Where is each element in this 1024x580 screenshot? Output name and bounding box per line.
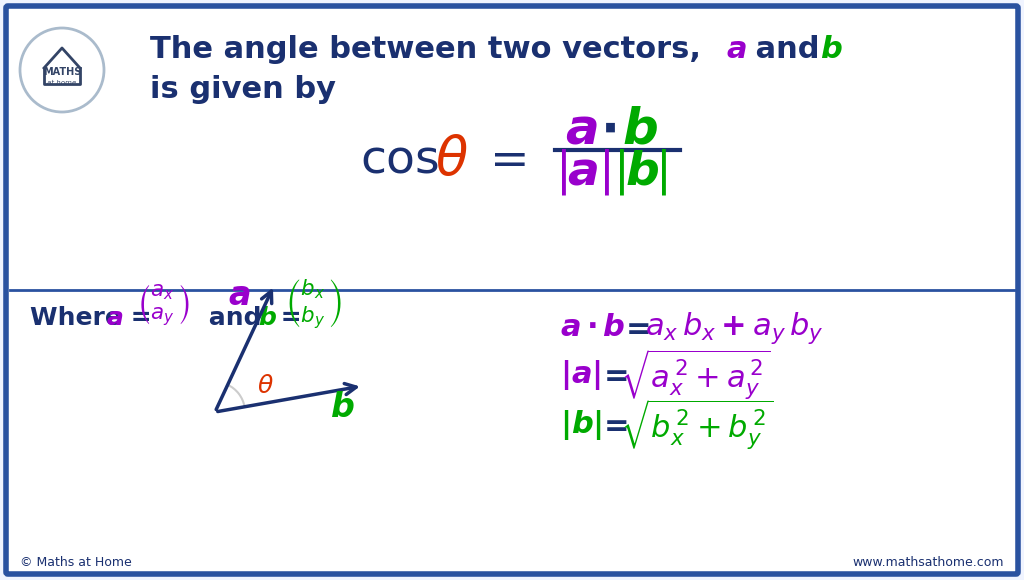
Text: $|$: $|$: [598, 147, 610, 197]
Text: $\boldsymbol{b}$: $\boldsymbol{b}$: [625, 150, 659, 194]
Text: $\boldsymbol{\cdot}$: $\boldsymbol{\cdot}$: [600, 106, 615, 154]
Text: The angle between two vectors,: The angle between two vectors,: [150, 35, 712, 64]
Text: Where: Where: [30, 306, 131, 330]
Text: © Maths at Home: © Maths at Home: [20, 556, 132, 568]
Text: $\boldsymbol{a}$: $\boldsymbol{a}$: [228, 278, 250, 311]
Text: $\boldsymbol{\sqrt{a_x^{\,2} + a_y^{\,2}}}$: $\boldsymbol{\sqrt{a_x^{\,2} + a_y^{\,2}…: [620, 347, 770, 403]
Text: $\cos$: $\cos$: [360, 137, 439, 183]
Text: b: b: [258, 306, 275, 330]
Text: $\boldsymbol{|a|}$: $\boldsymbol{|a|}$: [560, 358, 601, 392]
Text: b: b: [820, 35, 842, 64]
Text: is given by: is given by: [150, 75, 336, 104]
Text: $\boldsymbol{a}$: $\boldsymbol{a}$: [565, 106, 598, 154]
Text: at home: at home: [47, 80, 77, 86]
Text: $\theta$: $\theta$: [257, 374, 273, 398]
Text: MATHS: MATHS: [43, 67, 81, 77]
Text: a: a: [726, 35, 746, 64]
Text: $|$: $|$: [655, 147, 667, 197]
Text: =: =: [122, 306, 161, 330]
Text: $\boldsymbol{\sqrt{b_x^{\,2} + b_y^{\,2}}}$: $\boldsymbol{\sqrt{b_x^{\,2} + b_y^{\,2}…: [620, 398, 773, 452]
Text: $\boldsymbol{=}$: $\boldsymbol{=}$: [620, 314, 650, 343]
Text: www.mathsathome.com: www.mathsathome.com: [853, 556, 1004, 568]
Text: $\boldsymbol{=}$: $\boldsymbol{=}$: [598, 411, 629, 440]
Text: $\binom{a_x}{a_y}$: $\binom{a_x}{a_y}$: [136, 282, 189, 328]
Text: $=$: $=$: [480, 137, 526, 183]
Text: and: and: [745, 35, 830, 64]
Text: $\binom{b_x}{b_y}$: $\binom{b_x}{b_y}$: [285, 278, 341, 332]
Text: $\boldsymbol{b}$: $\boldsymbol{b}$: [331, 392, 355, 425]
FancyBboxPatch shape: [6, 6, 1018, 574]
Text: =: =: [272, 306, 310, 330]
Text: and: and: [200, 306, 270, 330]
Text: $\boldsymbol{a_x\, b_x + a_y\, b_y}$: $\boldsymbol{a_x\, b_x + a_y\, b_y}$: [645, 310, 823, 346]
Text: $|$: $|$: [613, 147, 625, 197]
Text: $\boldsymbol{a}$: $\boldsymbol{a}$: [567, 150, 598, 194]
Text: a: a: [106, 306, 124, 330]
Text: $\boldsymbol{a \cdot b}$: $\boldsymbol{a \cdot b}$: [560, 314, 625, 343]
Circle shape: [20, 28, 104, 112]
Text: $\theta$: $\theta$: [435, 134, 468, 186]
Text: $|$: $|$: [555, 147, 567, 197]
Text: $\boldsymbol{=}$: $\boldsymbol{=}$: [598, 361, 629, 390]
Text: $\boldsymbol{b}$: $\boldsymbol{b}$: [622, 106, 657, 154]
Text: $\boldsymbol{|b|}$: $\boldsymbol{|b|}$: [560, 408, 602, 442]
